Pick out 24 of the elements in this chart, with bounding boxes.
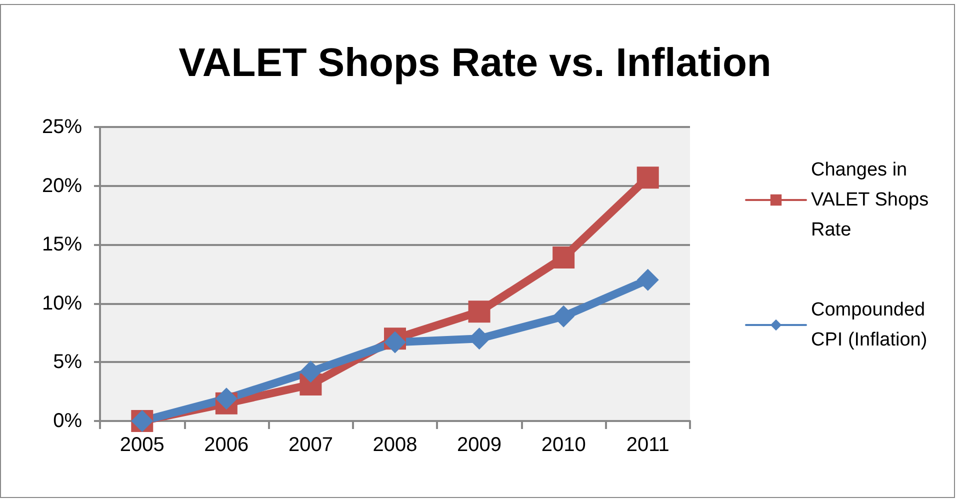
y-tick-label: 25%	[42, 116, 82, 138]
x-tick-label: 2005	[120, 434, 164, 456]
point	[384, 331, 406, 354]
x-tick-label: 2007	[288, 434, 333, 456]
point	[636, 166, 659, 189]
point	[215, 388, 238, 410]
chart-title: VALET Shops Rate vs. Inflation	[178, 41, 772, 85]
x-tick-label: 2011	[626, 434, 670, 456]
point	[552, 305, 575, 328]
y-tick-label: 15%	[42, 234, 82, 256]
legend-label: Compounded CPI (Inflation)	[811, 300, 930, 350]
point	[636, 268, 659, 291]
y-tick-label: 0%	[53, 410, 82, 432]
x-tick-label: 2008	[372, 434, 418, 456]
x-tick-label: 2009	[457, 434, 502, 456]
x-tick-label: 2006	[204, 434, 249, 456]
y-tick-label: 20%	[42, 174, 82, 197]
legend-label: Changes in VALET Shops Rate	[811, 160, 934, 240]
y-tick-label: 5%	[53, 351, 82, 374]
point	[468, 300, 490, 323]
point	[300, 360, 322, 383]
point	[552, 246, 575, 269]
y-tick-label: 10%	[42, 292, 82, 314]
x-tick-label: 2010	[541, 434, 586, 456]
